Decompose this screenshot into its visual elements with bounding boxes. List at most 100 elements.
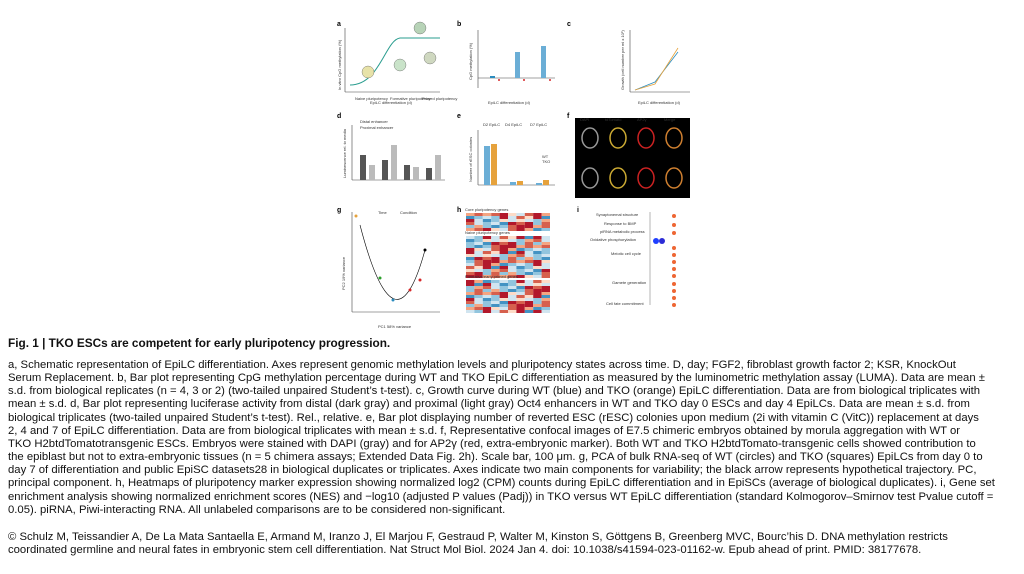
heatmap-cell [541,292,550,295]
heatmap-cell [516,307,525,310]
heatmap-cell [491,292,500,295]
text-line: day 7 of differentiation and public EpiS… [8,464,977,477]
dot [672,267,676,271]
heatmap-cell [474,222,483,225]
heatmap-cell [482,295,492,298]
heatmap-cell [508,251,517,254]
text-line: © Schulz M, Teissandier A, De La Mata Sa… [8,531,948,543]
heatmap-cell [499,228,508,231]
figure-label: Meiotic cell cycle [611,251,642,256]
heatmap-cell [533,219,542,222]
dot [653,238,659,244]
heatmap-cell [516,266,525,269]
heatmap-cell [499,248,508,251]
heatmap-cell [533,251,542,254]
heatmap-cell [482,275,492,278]
heatmap-cell [466,283,475,286]
heatmap-cell [474,298,483,301]
heatmap-cell [499,225,508,228]
heatmap-cell [508,280,517,283]
heatmap-cell [524,222,534,225]
heatmap-cell [516,286,525,289]
heatmap-cell [533,307,542,310]
heatmap-cell [466,263,475,266]
heatmap-cell [508,239,517,242]
heatmap-cell [541,260,550,263]
heatmap-cell [474,225,483,228]
heatmap-cell [524,280,534,283]
heatmap-cell [541,251,550,254]
heatmap-cell [499,295,508,298]
heatmap-cell [508,275,517,278]
heatmap-cell [516,254,525,257]
heatmap-cell [474,292,483,295]
heatmap-cell [508,283,517,286]
heatmap-cell [524,307,534,310]
heatmap-cell [524,239,534,242]
heatmap-cell [541,225,550,228]
figure-label: Core pluripotency genes [465,207,508,212]
heatmap-cell [516,272,525,275]
heatmap-cell [516,251,525,254]
heatmap-cell [474,307,483,310]
figure-label: DAPI [580,117,589,122]
heatmap-cell [482,222,492,225]
heatmap-cell [466,289,475,292]
heatmap-cell [466,295,475,298]
heatmap-cell [499,260,508,263]
heatmap-cell [482,298,492,301]
heatmap-cell [516,260,525,263]
heatmap-cell [533,269,542,272]
heatmap-cell [541,286,550,289]
heatmap-cell [482,228,492,231]
heatmap-cell [499,272,508,275]
heatmap-cell [482,254,492,257]
heatmap-cell [524,292,534,295]
heatmap-cell [516,228,525,231]
heatmap-cell [491,298,500,301]
heatmap-cell [533,222,542,225]
heatmap-cell [474,304,483,307]
heatmap-cell [541,245,550,248]
figure-label: Number of rESC colonies [468,137,473,182]
heatmap-cell [541,222,550,225]
heatmap-cell [508,263,517,266]
heatmap-cell [524,283,534,286]
heatmap-cell [516,280,525,283]
heatmap-cell [524,263,534,266]
heatmap-cell [516,298,525,301]
figure-label: Response to BMP [604,221,637,226]
dot [672,260,676,264]
figure-label: CpG methylation (%) [468,42,473,80]
text-line: Serum Replacement. b, Bar plot represent… [8,372,985,385]
heatmap-cell [516,301,525,304]
heatmap-cell [466,298,475,301]
heatmap-cell [482,280,492,283]
panel-letter: c [567,21,571,28]
heatmap-cell [474,239,483,242]
heatmap-cell [482,307,492,310]
heatmap-cell [491,272,500,275]
heatmap-cell [466,222,475,225]
heatmap-cell [541,275,550,278]
heatmap-cell [541,263,550,266]
heatmap-cell [541,257,550,260]
heatmap-cell [466,272,475,275]
text-line: mean ± s.d. d, Bar plot representing luc… [8,398,970,411]
heatmap-cell [541,280,550,283]
heatmap-cell [474,289,483,292]
heatmap-cell [466,301,475,304]
dot [672,282,676,286]
heatmap-cell [516,248,525,251]
text-line: enrichment analysis showing normalized e… [8,490,994,503]
heatmap-cell [541,298,550,301]
heatmap-cell [482,248,492,251]
heatmap-cell [524,242,534,245]
figure-label: piRNA metabolic process [600,229,645,234]
heatmap-cell [474,295,483,298]
heatmap-cell [508,269,517,272]
dot [672,214,676,218]
heatmap-cell [508,295,517,298]
text-line: s.d. from biological replicates (n = 4, … [8,385,981,398]
panel-letter: d [337,113,341,120]
